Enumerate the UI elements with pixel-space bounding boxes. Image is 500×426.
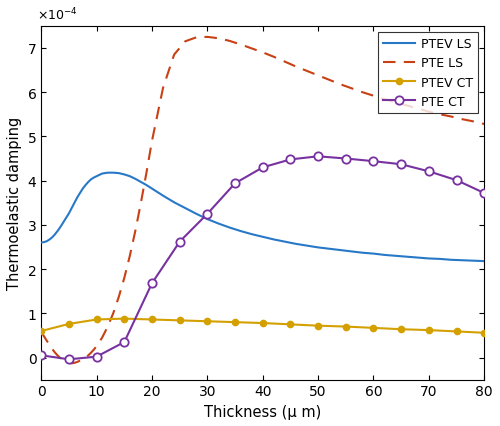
PTEV CT xyxy=(370,325,376,331)
PTE LS xyxy=(74,360,80,365)
PTE LS xyxy=(481,122,487,127)
PTEV CT xyxy=(176,318,182,323)
PTEV CT xyxy=(204,319,210,324)
PTE CT xyxy=(481,191,487,196)
PTEV CT xyxy=(454,329,460,334)
PTEV LS xyxy=(404,254,409,259)
PTEV CT xyxy=(260,321,266,326)
PTE CT xyxy=(122,340,128,345)
Line: PTE CT: PTE CT xyxy=(37,153,488,364)
PTEV CT xyxy=(38,328,44,334)
PTEV LS xyxy=(99,172,105,177)
PTEV LS xyxy=(226,225,232,230)
PTE CT xyxy=(454,178,460,183)
PTE LS xyxy=(38,330,44,335)
PTEV LS xyxy=(104,171,110,176)
PTEV LS xyxy=(72,201,78,206)
PTE CT xyxy=(260,165,266,170)
PTEV LS xyxy=(38,240,44,245)
PTE CT xyxy=(94,354,100,360)
PTEV LS xyxy=(77,191,83,196)
Y-axis label: Thermoelastic damping: Thermoelastic damping xyxy=(7,117,22,290)
PTE CT xyxy=(204,212,210,217)
PTEV CT xyxy=(315,323,321,328)
PTEV CT xyxy=(149,317,155,322)
PTEV CT xyxy=(398,327,404,332)
PTEV CT xyxy=(122,316,128,321)
Line: PTEV LS: PTEV LS xyxy=(41,173,484,262)
PTEV LS xyxy=(182,206,188,211)
Legend: PTEV LS, PTE LS, PTEV CT, PTE CT: PTEV LS, PTE LS, PTEV CT, PTE CT xyxy=(378,33,478,114)
PTE CT xyxy=(149,281,155,286)
PTE CT xyxy=(370,159,376,164)
PTE CT xyxy=(343,157,349,162)
PTE CT xyxy=(288,158,294,163)
PTE CT xyxy=(315,154,321,159)
PTEV CT xyxy=(343,324,349,329)
Line: PTE LS: PTE LS xyxy=(41,38,484,363)
PTE LS xyxy=(415,107,421,112)
Text: $\times 10^{-4}$: $\times 10^{-4}$ xyxy=(37,7,78,23)
PTE LS xyxy=(80,357,86,362)
PTEV CT xyxy=(481,331,487,336)
PTE CT xyxy=(176,239,182,245)
PTE LS xyxy=(204,35,210,40)
PTEV CT xyxy=(288,322,294,327)
PTE CT xyxy=(426,170,432,175)
PTE CT xyxy=(232,181,238,187)
X-axis label: Thickness (μ m): Thickness (μ m) xyxy=(204,404,322,419)
PTE LS xyxy=(104,324,110,329)
PTE CT xyxy=(398,162,404,167)
PTEV CT xyxy=(66,322,72,327)
PTE LS xyxy=(182,40,188,45)
Line: PTEV CT: PTEV CT xyxy=(38,316,488,336)
PTEV CT xyxy=(94,317,100,322)
PTE LS xyxy=(238,43,244,48)
PTEV CT xyxy=(426,328,432,333)
PTE CT xyxy=(38,353,44,358)
PTE LS xyxy=(68,361,74,366)
PTEV LS xyxy=(481,259,487,264)
PTEV CT xyxy=(232,320,238,325)
PTE CT xyxy=(66,357,72,362)
